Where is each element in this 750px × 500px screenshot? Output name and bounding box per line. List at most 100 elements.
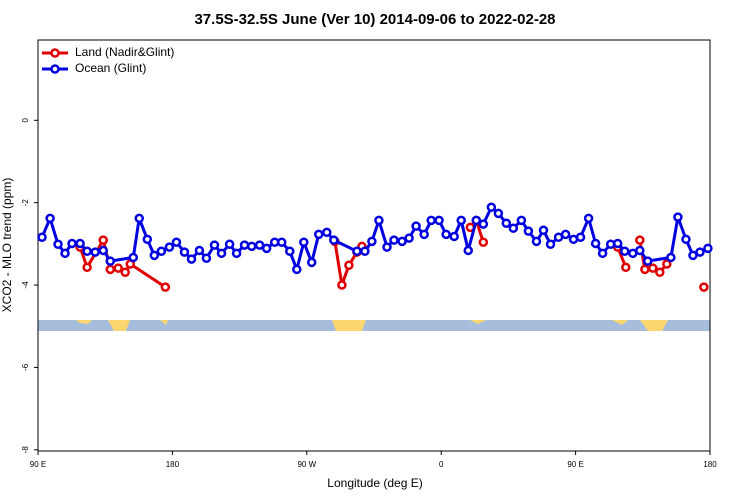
data-point (186, 254, 197, 264)
data-point (642, 256, 653, 266)
data-point (246, 241, 257, 252)
chart-title: 37.5S-32.5S June (Ver 10) 2014-09-06 to … (194, 11, 555, 28)
data-point (501, 218, 512, 229)
data-point (216, 248, 227, 259)
data-point (313, 229, 324, 240)
data-point (590, 238, 601, 249)
data-point (367, 236, 377, 247)
data-point (45, 213, 55, 224)
data-point (149, 250, 160, 261)
data-point (695, 247, 705, 257)
data-point (299, 237, 309, 247)
data-point (82, 246, 92, 257)
data-point (82, 262, 92, 273)
data-point (688, 250, 698, 261)
data-point (463, 245, 473, 256)
data-point (171, 237, 182, 247)
data-point (194, 245, 205, 256)
data-point (411, 221, 421, 231)
data-point (635, 235, 645, 245)
x-tick-label: 90 W (297, 460, 316, 469)
data-point (285, 246, 295, 257)
data-point (681, 234, 691, 245)
data-point (382, 242, 392, 252)
data-point (389, 235, 399, 245)
data-point (640, 264, 650, 275)
data-point (179, 247, 190, 257)
x-tick-label: 90 E (567, 460, 583, 469)
data-point (224, 239, 235, 250)
data-point (306, 257, 317, 268)
y-tick-label: -2 (21, 199, 30, 207)
data-point (419, 229, 429, 240)
data-point (75, 238, 85, 249)
x-tick-label: 90 E (30, 460, 46, 469)
data-point (142, 234, 153, 245)
data-point (523, 226, 534, 236)
data-point (456, 215, 466, 226)
data-point (648, 263, 658, 273)
y-tick-label: -6 (21, 363, 30, 371)
data-point (493, 208, 504, 219)
data-point (374, 215, 384, 226)
data-point (113, 263, 123, 273)
data-point (276, 237, 287, 247)
y-tick-label: -8 (21, 446, 30, 454)
x-tick-label: 0 (439, 460, 444, 469)
data-point (621, 262, 631, 273)
x-tick-label: 180 (703, 460, 717, 469)
data-point (434, 215, 444, 226)
data-point (478, 219, 489, 229)
data-point (426, 215, 436, 226)
data-point (352, 246, 362, 257)
data-point (673, 212, 683, 222)
data-point (239, 240, 250, 250)
y-axis-label: XCO2 - MLO trend (ppm) (0, 178, 14, 313)
data-point (337, 280, 347, 290)
y-tick-label: -4 (21, 281, 30, 289)
data-point (516, 215, 527, 226)
data-point (471, 215, 482, 226)
data-point (560, 229, 571, 240)
data-point (329, 235, 339, 245)
data-point (538, 225, 549, 236)
x-tick-label: 180 (166, 460, 180, 469)
data-point (397, 236, 407, 247)
x-axis-label: Longitude (deg E) (327, 476, 422, 490)
data-point (486, 202, 497, 212)
data-point (160, 282, 171, 292)
data-point (105, 256, 116, 266)
data-point (322, 227, 332, 238)
data-point (254, 240, 265, 250)
data-point (478, 237, 489, 247)
data-point (703, 243, 713, 254)
data-point (201, 253, 212, 264)
data-point (441, 229, 451, 240)
data-point (612, 238, 623, 249)
data-point (209, 240, 220, 250)
data-point (666, 252, 676, 263)
data-point (261, 243, 272, 254)
legend-marker (50, 64, 60, 74)
data-point (662, 259, 672, 269)
data-point (67, 238, 77, 249)
legend-label: Ocean (Glint) (75, 61, 146, 75)
data-point (619, 246, 630, 257)
data-point (128, 252, 139, 263)
data-point (545, 239, 556, 250)
y-tick-label: 0 (21, 118, 30, 123)
data-point (360, 246, 370, 257)
data-point (60, 248, 70, 259)
data-point (531, 236, 542, 247)
data-point (90, 247, 100, 257)
data-point (597, 248, 608, 259)
data-point (583, 213, 594, 224)
data-point (635, 245, 645, 256)
data-point (404, 233, 414, 243)
data-point (164, 242, 175, 252)
data-point (105, 264, 116, 275)
data-point (699, 282, 709, 292)
data-point (344, 260, 354, 271)
data-point (120, 267, 130, 278)
